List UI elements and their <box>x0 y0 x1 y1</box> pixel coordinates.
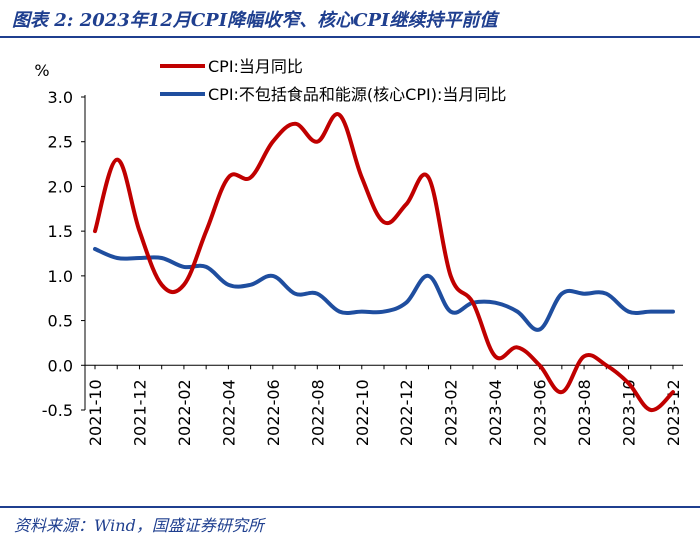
x-tick-label: 2021-12 <box>130 379 149 446</box>
series-lines <box>93 112 675 413</box>
chart-title: 图表 2: 2023年12月CPI降幅收窄、核心CPI继续持平前值 <box>12 10 498 31</box>
x-tick-label: 2023-06 <box>531 379 550 446</box>
y-tick-label: 0.5 <box>48 312 73 331</box>
x-tick-label: 2022-06 <box>264 379 283 446</box>
x-tick-label: 2022-04 <box>219 379 238 446</box>
x-tick-label: 2022-08 <box>308 379 327 446</box>
x-tick-label: 2023-04 <box>486 379 505 446</box>
title-divider <box>0 36 700 38</box>
source-note: 资料来源：Wind，国盛证券研究所 <box>14 516 264 535</box>
footer-divider <box>0 506 700 508</box>
y-tick-label: 2.0 <box>48 177 73 196</box>
x-tick-labels: 2021-10 2021-12 2022-02 2022-04 2022-06 2022-… <box>86 379 683 446</box>
x-tick-label: 2023-12 <box>664 379 683 446</box>
y-tick-label: 3.0 <box>48 88 73 107</box>
y-tick-label: 2.5 <box>48 133 73 152</box>
x-tick-label: 2021-10 <box>86 379 105 446</box>
x-tick-label: 2023-02 <box>442 379 461 446</box>
legend-label-cpi: CPI:当月同比 <box>208 57 303 76</box>
y-tick-label: 0.0 <box>48 356 73 375</box>
x-tick-label: 2022-10 <box>353 379 372 446</box>
legend-label-core-cpi: CPI:不包括食品和能源(核心CPI):当月同比 <box>208 85 506 104</box>
y-tick-labels: % 3.0 2.5 2.0 1.5 1.0 0.5 0.0 -0.5 <box>34 61 73 420</box>
x-tick-label: 2023-08 <box>575 379 594 446</box>
core-cpi-yoy-line <box>93 247 675 332</box>
cpi-yoy-line <box>93 112 675 413</box>
y-tick-label: -0.5 <box>42 401 73 420</box>
x-tick-label: 2023-10 <box>620 379 639 446</box>
y-tick-label: 1.0 <box>48 267 73 286</box>
axes-group <box>81 95 683 411</box>
legend: CPI:当月同比 CPI:不包括食品和能源(核心CPI):当月同比 <box>160 57 506 104</box>
x-tick-label: 2022-12 <box>397 379 416 446</box>
y-axis-unit: % <box>34 61 49 80</box>
y-tick-label: 1.5 <box>48 222 73 241</box>
x-tick-label: 2022-02 <box>175 379 194 446</box>
